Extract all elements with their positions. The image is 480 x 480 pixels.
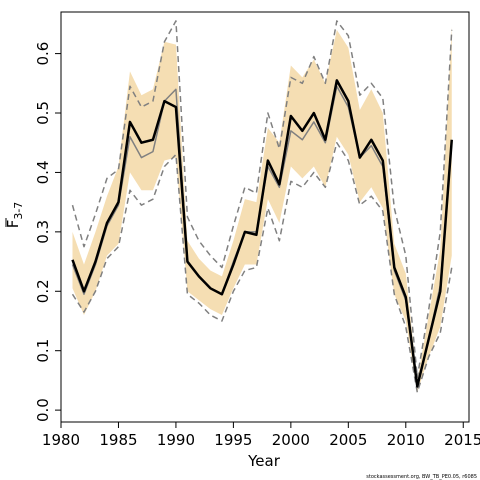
- y-tick-label: 0.6: [34, 42, 52, 66]
- series-lines-layer: [71, 20, 454, 394]
- y-tick-label: 0.0: [34, 398, 52, 422]
- x-tick-label: 2015: [444, 431, 480, 449]
- y-axis-title: F3-7: [4, 202, 25, 229]
- estimate-line: [71, 79, 454, 388]
- x-tick-label: 1990: [157, 431, 195, 449]
- comparison-upper-dashed-line: [71, 20, 453, 379]
- x-axis: 1980 1985 1990 1995 2000 2005 2010 2015: [42, 422, 480, 449]
- y-axis-title-sub: 3-7: [12, 202, 25, 220]
- footnote: stockassessment.org, BW_TB_PE0.05, r6085: [366, 474, 477, 480]
- x-tick-label: 1980: [42, 431, 80, 449]
- y-tick-label: 0.4: [34, 161, 52, 185]
- y-axis-title-main: F: [4, 220, 22, 229]
- comparison-lower-dashed-line: [71, 141, 453, 394]
- y-axis: 0.0 0.1 0.2 0.3 0.4 0.5 0.6: [34, 42, 61, 422]
- confidence-band: [72, 26, 452, 393]
- x-tick-label: 2005: [329, 431, 367, 449]
- y-tick-label: 0.2: [34, 279, 52, 303]
- x-tick-label: 2010: [387, 431, 425, 449]
- x-axis-title: Year: [247, 452, 281, 470]
- y-tick-label: 0.3: [34, 220, 52, 244]
- confidence-band-layer: [72, 26, 452, 393]
- plot-frame: [60, 11, 470, 423]
- y-tick-label: 0.5: [34, 101, 52, 125]
- svg-text:F3-7: F3-7: [4, 202, 25, 229]
- y-tick-label: 0.1: [34, 339, 52, 363]
- x-tick-label: 1985: [99, 431, 137, 449]
- x-tick-label: 2000: [272, 431, 310, 449]
- x-tick-label: 1995: [214, 431, 252, 449]
